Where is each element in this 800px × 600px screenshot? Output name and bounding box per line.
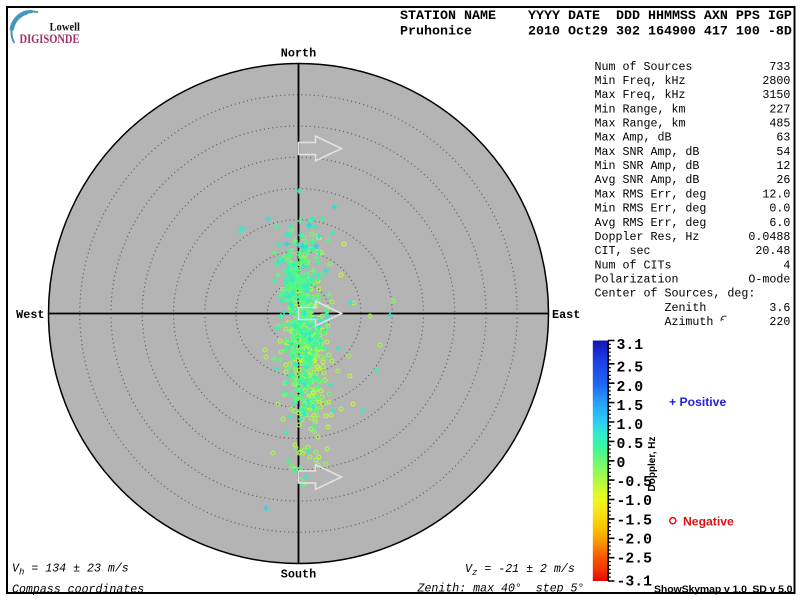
svg-text:Num of CITs 4: Num of CITs 4 xyxy=(595,258,791,272)
svg-text:1.5: 1.5 xyxy=(617,399,644,415)
svg-text:South: South xyxy=(281,568,316,582)
svg-text:-2.0: -2.0 xyxy=(617,532,653,548)
svg-text:Avg RMS Err, deg 6.0: Avg RMS Err, deg 6.0 xyxy=(595,216,791,230)
svg-text:-2.5: -2.5 xyxy=(617,551,653,567)
svg-text:Doppler Res, Hz 0.0488: Doppler Res, Hz 0.0488 xyxy=(595,230,791,244)
svg-text:Pruhonice 2010 Oct29 302: Pruhonice 2010 Oct29 302 164900 417 100 … xyxy=(400,25,792,40)
svg-text:Polarization O-mode: Polarization O-mode xyxy=(595,273,791,287)
svg-text:Negative: Negative xyxy=(683,515,734,529)
svg-text:STATION NAME YYYY DATE DDD: STATION NAME YYYY DATE DDD HHMMSS AXN PP… xyxy=(400,9,792,24)
svg-text:Doppler, Hz: Doppler, Hz xyxy=(647,436,658,491)
svg-text:-3.1: -3.1 xyxy=(617,574,653,590)
svg-text:Zenith 3.6: Zenith 3.6 xyxy=(595,301,791,315)
svg-text:Min Freq, kHz 2800: Min Freq, kHz 2800 xyxy=(595,74,791,88)
svg-text:CIT, sec 20.48: CIT, sec 20.48 xyxy=(595,244,791,258)
svg-text:Lowell: Lowell xyxy=(50,22,81,34)
svg-text:Min RMS Err, deg 0.0: Min RMS Err, deg 0.0 xyxy=(595,202,791,216)
svg-text:Max RMS Err, deg 12.0: Max RMS Err, deg 12.0 xyxy=(595,187,791,201)
svg-text:North: North xyxy=(281,46,316,60)
svg-text:Azimuth 220: Azimuth 220 xyxy=(595,315,791,329)
svg-text:+ Positive: + Positive xyxy=(669,395,726,409)
svg-text:Max Freq, kHz 3150: Max Freq, kHz 3150 xyxy=(595,88,791,102)
svg-text:3.1: 3.1 xyxy=(617,338,644,354)
svg-text:2.0: 2.0 xyxy=(617,380,644,396)
svg-text:1.0: 1.0 xyxy=(617,418,644,434)
svg-text:-1.0: -1.0 xyxy=(617,494,653,510)
svg-text:Compass coordinates: Compass coordinates xyxy=(12,584,144,597)
svg-text:West: West xyxy=(16,308,44,322)
svg-text:East: East xyxy=(552,308,580,322)
svg-text:0.5: 0.5 xyxy=(617,437,644,453)
svg-text:DIGISONDE: DIGISONDE xyxy=(20,32,80,46)
svg-text:-1.5: -1.5 xyxy=(617,513,653,529)
svg-text:Min SNR Amp, dB 12: Min SNR Amp, dB 12 xyxy=(595,159,791,173)
svg-text:2.5: 2.5 xyxy=(617,361,644,377)
svg-text:Max Amp, dB 63: Max Amp, dB 63 xyxy=(595,131,791,145)
svg-text:0: 0 xyxy=(617,456,626,472)
svg-text:Max Range, km 485: Max Range, km 485 xyxy=(595,117,791,131)
svg-text:Vz = -21 ± 2 m/s: Vz = -21 ± 2 m/s xyxy=(465,563,575,578)
svg-text:Avg SNR Amp, dB 26: Avg SNR Amp, dB 26 xyxy=(595,173,791,187)
svg-text:Zenith: max 40° step 5°: Zenith: max 40° step 5° xyxy=(417,583,585,596)
svg-text:Vh = 134 ± 23 m/s: Vh = 134 ± 23 m/s xyxy=(12,562,129,577)
svg-text:Min Range, km 227: Min Range, km 227 xyxy=(595,102,791,116)
svg-text:Max SNR Amp, dB 54: Max SNR Amp, dB 54 xyxy=(595,145,791,159)
svg-text:Num of Sources 733: Num of Sources 733 xyxy=(595,60,791,74)
svg-text:-0.5: -0.5 xyxy=(617,475,653,491)
svg-text:ShowSkymap v 1.0 SD v 5.0: ShowSkymap v 1.0 SD v 5.0 xyxy=(654,583,793,595)
svg-text:Center of Sources, deg:: Center of Sources, deg: xyxy=(595,287,756,301)
